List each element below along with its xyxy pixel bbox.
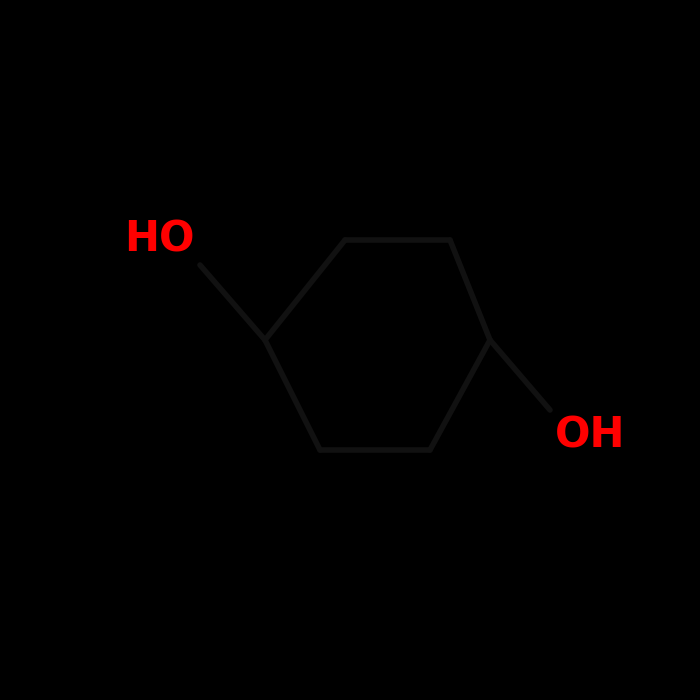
Text: HO: HO <box>125 218 195 260</box>
Text: OH: OH <box>555 415 626 457</box>
